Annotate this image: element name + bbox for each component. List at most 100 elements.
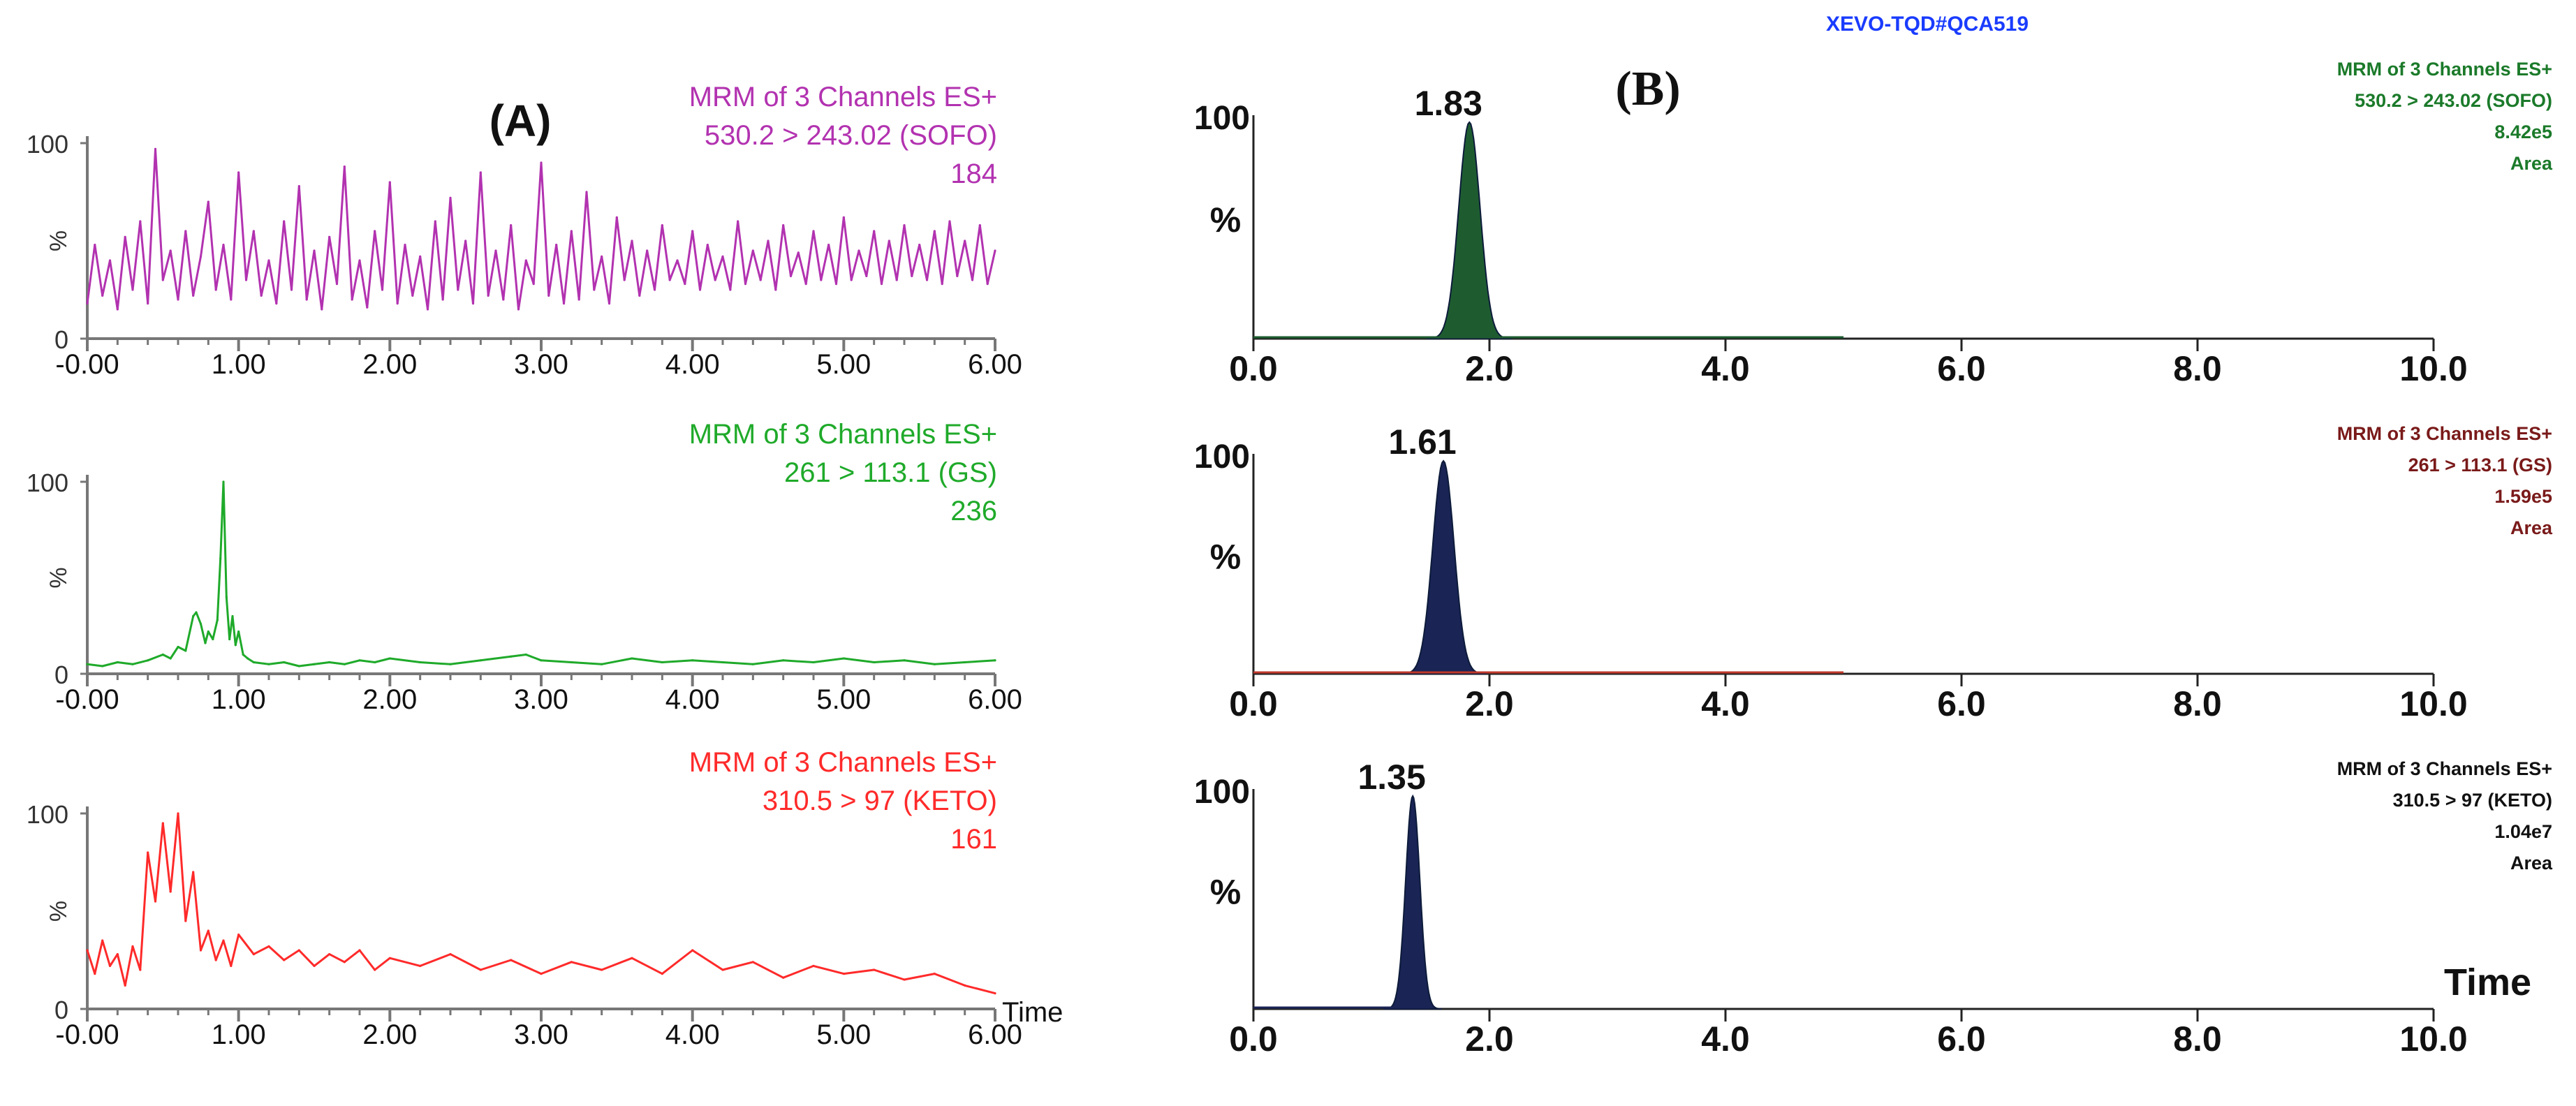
x-tick-label: 10.0 [2399, 684, 2467, 723]
data-point [464, 239, 467, 242]
data-point [161, 279, 164, 281]
data-point [782, 224, 785, 227]
data-point [744, 283, 747, 286]
data-point [623, 279, 626, 281]
y-axis-label: % [45, 567, 72, 588]
data-point [199, 255, 203, 258]
data-point [252, 953, 255, 956]
data-point [570, 661, 573, 664]
chart-title-line: 530.2 > 243.02 (SOFO) [2355, 90, 2552, 111]
chart-title-line: 236 [950, 496, 997, 526]
data-point [154, 147, 157, 150]
chart-B2: 0.0 2.0 4.0 6.0 8.0 10.0 100% MRM of 3 Channels… [1194, 422, 2553, 723]
data-point [820, 279, 823, 281]
chart-A2: -0.00 1.00 2.00 3.00 4.00 5.00 6.00 0 100% MRM of… [27, 419, 1022, 715]
data-point [374, 661, 376, 664]
data-point [86, 949, 89, 952]
x-tick-label: 1.00 [212, 1019, 266, 1050]
data-point [994, 249, 996, 252]
data-point [147, 851, 149, 854]
data-point [812, 964, 815, 967]
chart-title-line: 1.04e7 [2494, 821, 2552, 842]
data-point [94, 973, 96, 975]
data-point [698, 288, 702, 291]
data-point [101, 665, 104, 668]
data-point [850, 279, 853, 281]
data-point [668, 279, 671, 281]
data-point [388, 181, 391, 184]
data-point [661, 224, 663, 227]
chart-A1: -0.00 1.00 2.00 3.00 4.00 5.00 6.00 0 100% MRM of… [27, 82, 1022, 380]
data-point [524, 653, 527, 656]
data-point [880, 283, 883, 286]
data-point [449, 663, 452, 665]
chart-title-line: MRM of 3 Channels ES+ [689, 747, 997, 778]
x-tick-label: -0.00 [55, 349, 119, 380]
data-point [471, 302, 475, 305]
data-point [252, 661, 255, 664]
chart-title-line: Area [2510, 517, 2553, 538]
data-point [751, 663, 754, 665]
y-tick-label: 100 [27, 469, 68, 497]
data-point [933, 663, 936, 665]
data-point [184, 230, 187, 233]
y-tick-label: 0 [54, 996, 68, 1024]
data-point [177, 812, 179, 815]
data-point [479, 171, 482, 174]
data-point [978, 224, 981, 227]
data-point [404, 244, 406, 246]
data-point [328, 235, 331, 238]
data-point [358, 259, 361, 262]
data-point [479, 968, 482, 971]
data-point [933, 230, 936, 233]
data-point [419, 255, 422, 258]
data-point [911, 274, 913, 277]
data-point [374, 230, 376, 233]
data-point [161, 653, 164, 656]
data-point [222, 244, 225, 246]
data-point [108, 964, 112, 967]
x-tick-label: 0.0 [1229, 1019, 1278, 1059]
data-point [631, 657, 633, 660]
chart-title-line: MRM of 3 Channels ES+ [2337, 758, 2552, 779]
data-point [948, 220, 951, 223]
data-point [366, 306, 369, 309]
data-point [101, 294, 104, 297]
data-point [510, 224, 513, 227]
data-point [812, 661, 815, 664]
data-point [139, 220, 142, 223]
data-point [873, 661, 876, 664]
data-point [782, 976, 785, 979]
data-point [918, 244, 921, 246]
data-point [343, 663, 346, 665]
chart-title-line: MRM of 3 Channels ES+ [2337, 59, 2552, 80]
x-tick-label: 3.00 [514, 1019, 568, 1050]
data-point [759, 279, 762, 281]
chart-title-line: 1.59e5 [2494, 486, 2552, 507]
data-point [214, 288, 217, 291]
data-point [570, 961, 573, 964]
data-point [577, 298, 580, 301]
data-point [585, 191, 588, 193]
x-tick-label: 2.00 [362, 684, 417, 715]
data-point [933, 973, 936, 975]
data-point [834, 283, 838, 286]
data-point [237, 630, 240, 633]
data-point [956, 274, 959, 277]
data-point [222, 480, 225, 483]
panel-b-label: (B) [1615, 62, 1680, 116]
chart-title-line: MRM of 3 Channels ES+ [689, 419, 997, 450]
data-point [737, 220, 739, 223]
data-point [858, 249, 860, 252]
data-point [419, 964, 422, 967]
x-tick-label: 1.00 [212, 349, 266, 380]
data-point [502, 298, 505, 301]
data-point [426, 308, 429, 311]
panel-a-label: (A) [490, 96, 552, 146]
chart-title-line: Area [2510, 153, 2553, 174]
data-point [204, 642, 207, 644]
chart-title-line: 261 > 113.1 (GS) [2408, 455, 2552, 475]
y-axis-label: % [1210, 873, 1241, 912]
x-tick-label: 2.0 [1465, 349, 1514, 388]
data-point [351, 298, 353, 301]
